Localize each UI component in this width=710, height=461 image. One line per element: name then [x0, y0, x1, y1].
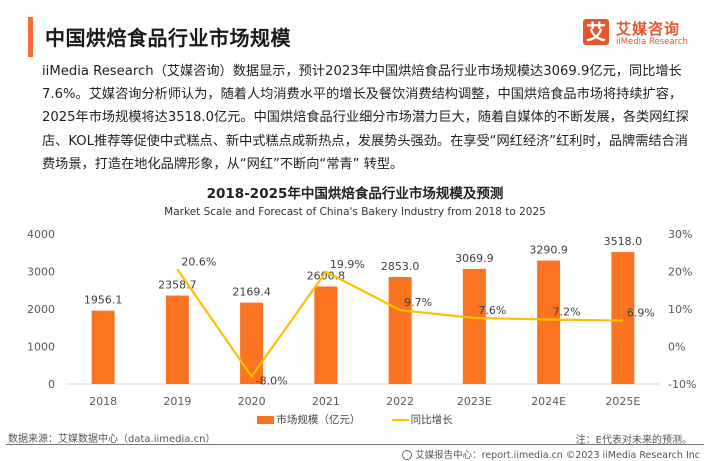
- legend-label-market-size: 市场规模（亿元）: [276, 414, 361, 426]
- footer-divider: [6, 444, 704, 445]
- right-axis-tick-label: 30%: [668, 228, 692, 241]
- bar: [611, 252, 635, 384]
- brand-logo: 艾 艾媒咨询 iiMedia Research: [583, 14, 708, 50]
- bar: [240, 302, 264, 384]
- growth-data-label: 19.9%: [330, 258, 365, 271]
- chart-svg: 0 1000 2000 3000 4000 -10% 0% 10% 20% 30% 1956.1…: [27, 228, 696, 408]
- line-series: [176, 268, 623, 378]
- bar: [388, 277, 412, 384]
- right-axis-tick-label: 0%: [668, 341, 685, 354]
- chart-title: 2018-2025年中国烘焙食品行业市场规模及预测: [206, 186, 504, 202]
- data-source: 数据来源：艾媒数据中心（data.iimedia.cn）: [8, 434, 216, 445]
- report-center-icon: [402, 450, 413, 460]
- x-axis-ticks: 2018 2019 2020 2021 2022 2023E 2024E 2025E: [89, 395, 640, 408]
- legend-bar-swatch: [257, 416, 275, 424]
- legend-line-swatch: [391, 419, 409, 421]
- chart-subtitle: Market Scale and Forecast of China's Bak…: [164, 206, 546, 218]
- bar-data-label: 2853.0: [381, 260, 420, 273]
- x-axis-tick-label: 2024E: [531, 395, 566, 408]
- right-axis-tick-label: 20%: [668, 266, 692, 279]
- growth-data-label: -8.0%: [256, 375, 288, 388]
- right-axis-tick-label: -10%: [668, 378, 696, 391]
- legend-item-market-size: 市场规模（亿元）: [257, 412, 360, 427]
- bar-data-label: 3290.9: [529, 244, 568, 257]
- legend-item-growth: 同比增长: [391, 412, 453, 427]
- bar: [91, 310, 115, 384]
- bar: [537, 260, 561, 384]
- right-axis-tick-label: 10%: [668, 303, 692, 316]
- bar: [165, 295, 189, 384]
- bar: [462, 268, 486, 384]
- title-accent-bar: [28, 17, 33, 57]
- left-axis-tick-label: 3000: [27, 266, 55, 279]
- forecast-note: 注：E代表对未来的预测。: [575, 435, 692, 446]
- left-axis-tick-label: 4000: [27, 228, 55, 241]
- x-axis-tick-label: 2023E: [457, 395, 492, 408]
- left-axis: 0 1000 2000 3000 4000: [27, 228, 55, 391]
- bar-data-label: 2600.8: [307, 269, 346, 282]
- growth-data-label: 9.7%: [404, 296, 432, 309]
- line-label-group: 20.6% -8.0% 19.9% 9.7% 7.6% 7.2% 6.9%: [181, 255, 654, 387]
- x-axis-tick-label: 2019: [163, 395, 191, 408]
- bar-series: [91, 252, 635, 384]
- legend-label-growth: 同比增长: [410, 414, 453, 426]
- x-axis-tick-label: 2018: [89, 395, 117, 408]
- bar-data-label: 3518.0: [604, 235, 643, 248]
- left-axis-tick-label: 1000: [27, 341, 55, 354]
- bar-data-label: 1956.1: [84, 294, 123, 307]
- footer-text: 艾媒报告中心：report.iimedia.cn ©2023 iiMedia R…: [415, 450, 700, 461]
- x-axis-tick-label: 2022: [386, 395, 414, 408]
- bar-data-label: 2169.4: [232, 286, 271, 299]
- left-axis-tick-label: 2000: [27, 303, 55, 316]
- footer-credit: 艾媒报告中心：report.iimedia.cn ©2023 iiMedia R…: [402, 447, 700, 461]
- bar: [314, 286, 338, 384]
- x-axis-tick-label: 2025E: [605, 395, 640, 408]
- growth-data-label: 20.6%: [181, 255, 216, 268]
- growth-data-label: 7.6%: [478, 304, 506, 317]
- bar-data-label: 3069.9: [455, 252, 494, 265]
- summary-paragraph: iiMedia Research（艾媒咨询）数据显示，预计2023年中国烘焙食品…: [42, 64, 689, 172]
- chart-legend: 市场规模（亿元） 同比增长: [0, 412, 710, 427]
- logo-name-en: iiMedia Research: [616, 37, 688, 47]
- growth-data-label: 7.2%: [553, 306, 581, 319]
- left-axis-tick-label: 0: [48, 378, 55, 391]
- page-title: 中国烘焙食品行业市场规模: [45, 26, 291, 50]
- x-axis-tick-label: 2021: [312, 395, 340, 408]
- growth-data-label: 6.9%: [627, 307, 655, 320]
- x-axis-tick-label: 2020: [238, 395, 266, 408]
- right-axis: -10% 0% 10% 20% 30%: [668, 228, 696, 391]
- logo-name-cn: 艾媒咨询: [616, 20, 681, 38]
- logo-icon: 艾: [583, 19, 609, 45]
- bar-label-group: 1956.12358.72169.42600.82853.03069.93290…: [84, 235, 642, 307]
